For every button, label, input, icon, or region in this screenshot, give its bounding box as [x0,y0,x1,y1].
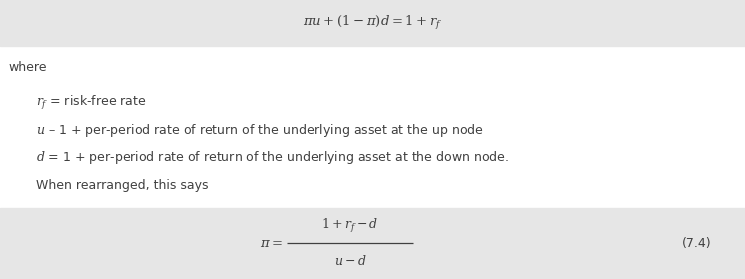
Text: $d$ = 1 + per-period rate of return of the underlying asset at the down node.: $d$ = 1 + per-period rate of return of t… [36,149,509,166]
Text: where: where [9,61,48,74]
Text: $\pi =$: $\pi =$ [260,237,283,250]
Text: $\pi u + (1 - \pi)d = 1+ r_f$: $\pi u + (1 - \pi)d = 1+ r_f$ [302,14,443,32]
Bar [0,0,745,46]
Bar [0,208,745,279]
Text: $1 + r_f - d$: $1 + r_f - d$ [321,217,379,235]
Text: $u - d$: $u - d$ [334,254,367,268]
Text: When rearranged, this says: When rearranged, this says [36,179,209,192]
Text: $r_f$ = risk-free rate: $r_f$ = risk-free rate [36,94,146,112]
Text: $u$ – 1 + per-period rate of return of the underlying asset at the up node: $u$ – 1 + per-period rate of return of t… [36,122,484,139]
Text: (7.4): (7.4) [682,237,711,250]
